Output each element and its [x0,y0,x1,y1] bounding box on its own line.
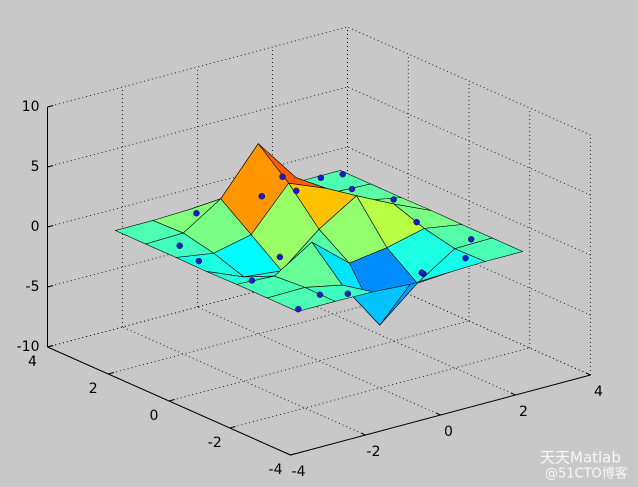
z-tick-label: 5 [31,159,40,175]
z-tick-label: 0 [31,219,40,235]
grid-line [347,26,591,136]
x-tick-label: 0 [444,424,453,440]
scatter-point [193,209,200,217]
scatter-point [462,254,469,262]
watermark-brand: 天天Matlab [540,449,621,467]
z-tick-label: -5 [26,279,40,295]
scatter-point [348,185,356,193]
tick-labels: -10 -5 0 5 10 -4 -2 0 2 4 -4 -2 0 2 4 [17,99,603,480]
scatter-point [339,170,346,178]
y-tick-label: 4 [28,354,37,370]
scatter-point [195,257,203,265]
y-tick [168,399,175,402]
y-tick [47,345,54,348]
z-tick-label: -10 [17,339,40,355]
grid-line [347,86,591,196]
y-tick [108,372,115,375]
scatter-point [344,290,351,297]
scatter-point [293,187,300,195]
scatter-point [279,173,286,181]
y-tick [290,453,297,456]
scatter-point [418,269,425,276]
scatter-point [176,242,183,249]
x-tick-label: 2 [519,404,528,420]
y-tick-label: 2 [89,381,98,397]
watermark-source: @51CTO博客 [545,466,628,482]
z-tick-label: 10 [22,99,40,115]
scatter-point [295,305,302,313]
y-tick-label: -2 [208,435,222,451]
x-tick [435,412,441,416]
x-tick-label: -4 [292,464,306,480]
x-tick-label: -2 [367,444,381,460]
scatter-point [248,277,256,284]
x-tick [585,372,591,376]
z-tick [47,285,54,288]
scatter-point [276,253,284,261]
z-tick [47,225,54,228]
grid-line [197,306,441,416]
grid-line [122,326,366,436]
surface-face [266,287,337,312]
grid-line [347,266,591,376]
x-tick-label: 4 [594,384,603,400]
grid-line [347,146,591,256]
scatter-point [317,174,325,182]
x-tick [510,392,516,396]
x-tick [285,452,291,456]
z-tick [47,165,54,168]
z-tick [47,105,54,108]
scatter-point [316,291,324,298]
scatter-points [176,170,475,313]
x-tick [360,432,366,436]
scatter-point [413,218,420,226]
y-tick-label: 0 [150,408,159,424]
y-tick [229,426,236,429]
y-tick-label: -4 [269,462,283,478]
scatter-point [258,193,266,200]
scatter-point [390,196,397,203]
scatter-point [467,236,475,243]
